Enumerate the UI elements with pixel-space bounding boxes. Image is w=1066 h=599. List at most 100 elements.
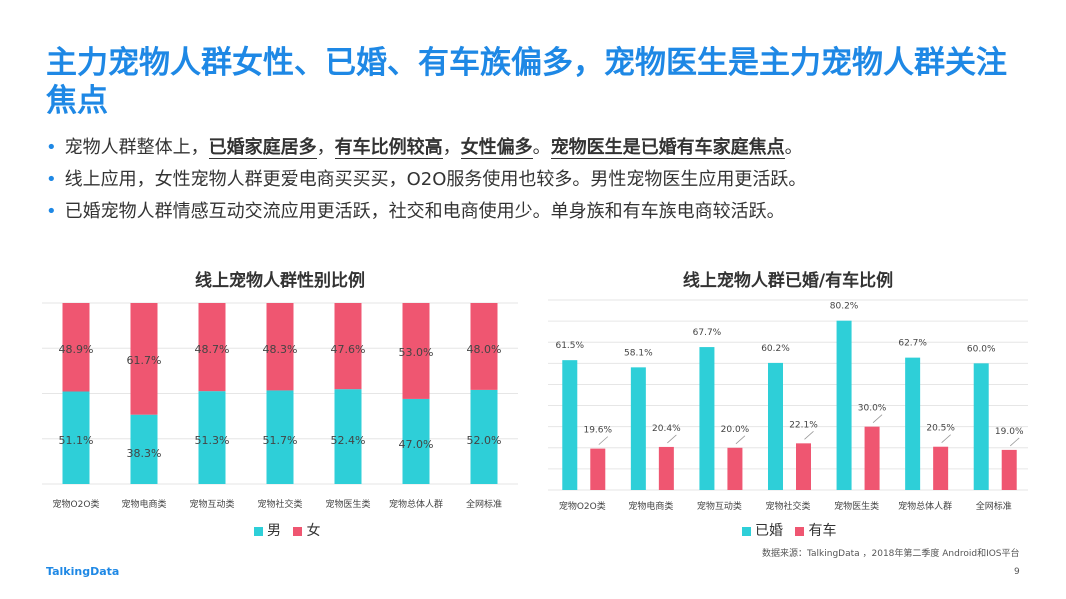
x-tick-label: 宠物互动类 [697,500,742,512]
bullet-dot-icon: • [46,137,57,158]
x-tick-label: 宠物互动类 [189,498,234,510]
bar-married [836,320,852,490]
data-label-married: 67.7% [693,328,722,338]
chart2-title: 线上宠物人群已婚/有车比例 [682,271,894,291]
data-label-female: 53.0% [399,346,434,359]
data-source: 数据来源：TalkingData ，2018年第二季度 Android和IOS平… [762,549,1020,559]
x-tick-label: 宠物社交类 [765,500,810,512]
bar-married [905,357,921,490]
bullet-text: 。 [532,137,551,158]
chart2-legend: 已婚 有车 [734,520,836,540]
data-label-married: 60.0% [967,344,996,354]
legend-label-female: 女 [306,523,321,539]
bar-car [727,447,743,490]
bullet-2: • 线上应用，女性宠物人群更爱电商买买买，O2O服务使用也较多。男性宠物医生应用更… [46,164,1036,196]
chart1-legend: 男 女 [246,520,320,540]
data-label-car: 20.0% [721,425,750,435]
leader-line [735,435,746,445]
legend-swatch-female-icon [293,526,303,536]
data-label-car: 19.0% [995,427,1024,437]
page-title: 主力宠物人群女性、已婚、有车族偏多，宠物医生是主力宠物人群关注焦点 [46,45,1007,119]
bar-married [630,367,646,490]
data-label-married: 62.7% [898,339,927,349]
legend-swatch-married-icon [742,526,751,536]
footer-logo: TalkingData [46,565,120,578]
data-label-married: 61.5% [555,341,584,351]
x-tick-label: 宠物电商类 [628,500,673,512]
bar-female [470,303,498,390]
x-tick-label: 全网标准 [466,498,502,510]
data-label-car: 20.5% [926,424,955,434]
data-label-married: 80.2% [830,302,859,312]
bullet-highlight: 女性偏多 [460,137,533,159]
data-label-female: 48.3% [263,343,298,356]
x-tick-label: 宠物医生类 [325,498,370,510]
bar-married [699,347,715,490]
bar-male [470,389,498,484]
data-label-male: 38.3% [127,447,162,460]
bullet-highlight: 有车比例较高 [334,137,443,159]
data-label-female: 48.0% [467,343,502,356]
data-label-car: 19.6% [583,426,612,436]
x-tick-label: 宠物电商类 [121,498,166,510]
chart1-title: 线上宠物人群性别比例 [195,271,365,291]
bar-male [402,398,430,484]
bar-car [933,446,949,490]
data-label-male: 52.4% [331,434,366,447]
leader-line [941,434,951,444]
bullet-text: ， [316,137,335,158]
x-tick-label: 宠物O2O类 [53,498,100,510]
bullet-dot-icon: • [46,169,57,190]
bullet-text: 宠物人群整体上， [64,137,209,158]
bullet-text: 已婚宠物人群情感互动交流应用更活跃，社交和电商使用少。单身族和有车族电商较活跃。 [64,201,785,222]
bar-car [864,426,880,490]
x-tick-label: 宠物总体人群 [389,498,443,510]
bar-male [334,389,362,484]
leader-line [804,431,814,440]
bar-male [266,390,294,484]
bar-female [266,303,294,391]
bullet-list: • 宠物人群整体上，已婚家庭居多，有车比例较高，女性偏多。宠物医生是已婚有车家庭焦… [46,132,1036,228]
bullet-text: ， [442,137,461,158]
bar-female [130,303,158,415]
bar-female [402,303,430,399]
bullet-dot-icon: • [46,201,57,222]
data-label-male: 52.0% [467,434,502,447]
legend-label-male: 男 [267,523,281,539]
bar-married [768,362,783,490]
data-label-car: 20.4% [652,424,681,434]
data-label-female: 47.6% [331,343,366,356]
leader-line [667,434,677,444]
bar-car [796,443,811,490]
bar-married [562,360,578,490]
x-tick-label: 宠物O2O类 [559,500,606,512]
bar-married [973,363,989,490]
page-number: 9 [1014,567,1020,577]
data-label-female: 48.9% [59,343,94,356]
x-tick-label: 宠物社交类 [257,498,302,510]
x-tick-label: 全网标准 [976,500,1012,512]
leader-line [872,414,883,423]
bullet-text: 。 [784,137,803,158]
data-label-male: 51.3% [195,434,230,447]
bar-male [130,414,158,484]
legend-label-car: 有车 [808,523,837,539]
bar-female [62,303,90,392]
bullet-highlight: 宠物医生是已婚有车家庭焦点 [550,137,785,159]
legend-swatch-male-icon [254,526,263,536]
legend-label-married: 已婚 [755,523,783,539]
bar-car [658,446,674,490]
data-label-married: 60.2% [761,344,790,354]
x-tick-label: 宠物总体人群 [898,500,952,512]
x-tick-label: 宠物医生类 [834,500,879,512]
data-label-male: 51.7% [263,434,298,447]
bullet-1: • 宠物人群整体上，已婚家庭居多，有车比例较高，女性偏多。宠物医生是已婚有车家庭焦… [46,132,1036,164]
data-label-car: 22.1% [789,420,818,430]
legend-swatch-car-icon [795,526,805,536]
data-label-male: 51.1% [59,434,94,447]
data-label-male: 47.0% [399,438,434,451]
data-label-car: 30.0% [858,404,887,414]
bullet-3: • 已婚宠物人群情感互动交流应用更活跃，社交和电商使用少。单身族和有车族电商较活跃… [46,196,1036,228]
bar-male [62,391,90,484]
